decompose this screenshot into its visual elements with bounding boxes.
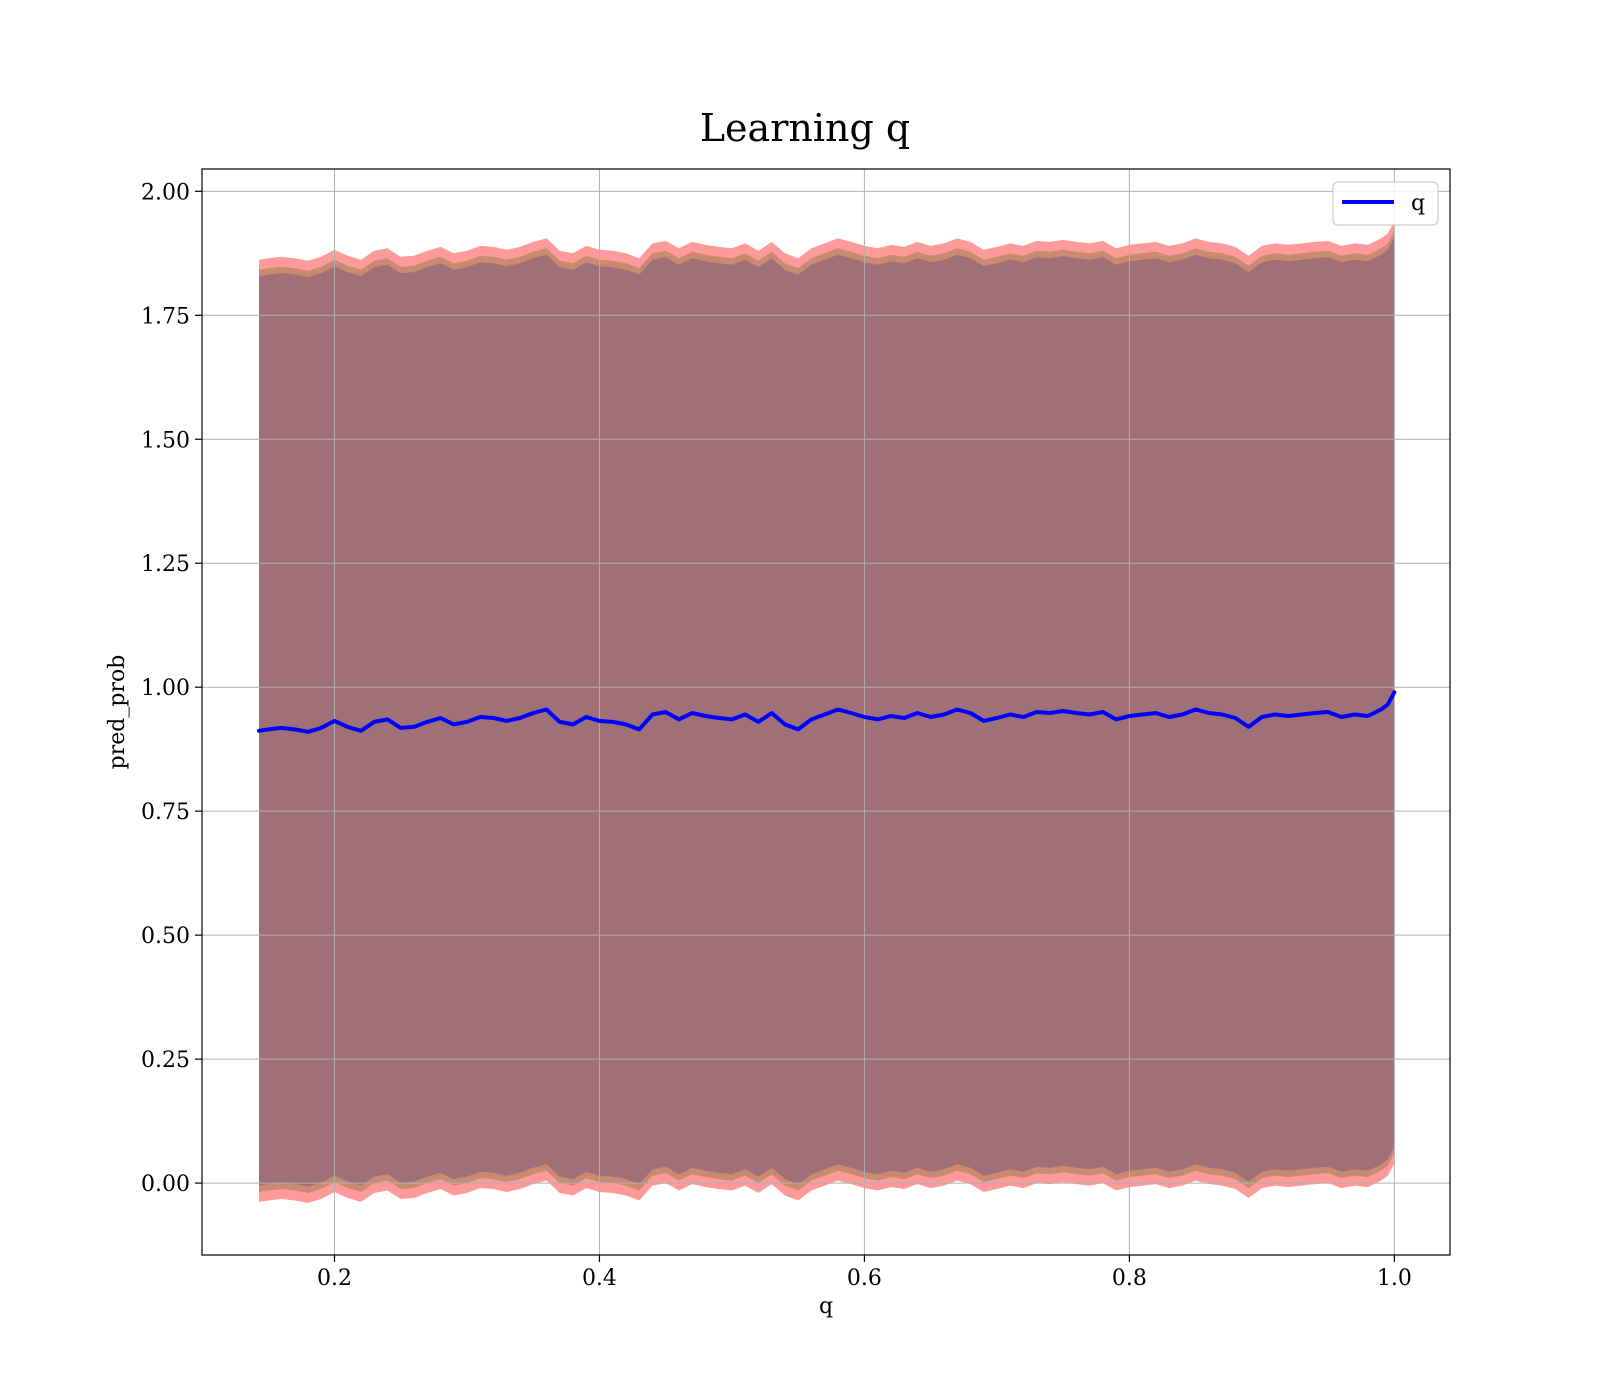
y-tick-label: 1.75 [141, 304, 190, 329]
y-tick-label: 1.00 [141, 676, 190, 701]
y-tick-label: 0.75 [141, 800, 190, 825]
chart-title: Learning q [700, 106, 910, 150]
x-axis-label: q [819, 1294, 833, 1319]
grid-lines [202, 169, 1450, 1255]
y-tick-label: 0.00 [141, 1172, 190, 1197]
x-tick-label: 0.6 [847, 1266, 882, 1291]
series-layer [257, 690, 1397, 734]
series-line-q [257, 690, 1397, 734]
confidence-bands [259, 221, 1395, 1203]
y-tick-label: 2.00 [141, 180, 190, 205]
x-tick-label: 0.2 [317, 1266, 352, 1291]
y-axis-ticks: 0.00 0.25 0.50 0.75 1.00 1.25 1.50 1.75 2.00 [141, 180, 202, 1197]
y-tick-label: 0.25 [141, 1048, 190, 1073]
y-tick-label: 1.50 [141, 428, 190, 453]
x-tick-label: 0.4 [582, 1266, 617, 1291]
x-tick-label: 1.0 [1377, 1266, 1412, 1291]
x-axis-ticks: 0.2 0.4 0.6 0.8 1.0 [317, 1255, 1412, 1291]
x-tick-label: 0.8 [1112, 1266, 1147, 1291]
legend: q [1332, 181, 1439, 226]
legend-label-q: q [1411, 191, 1425, 216]
y-tick-label: 1.25 [141, 552, 190, 577]
y-axis-label: pred_prob [105, 655, 130, 770]
y-tick-label: 0.50 [141, 924, 190, 949]
plot-frame [201, 168, 1451, 1256]
